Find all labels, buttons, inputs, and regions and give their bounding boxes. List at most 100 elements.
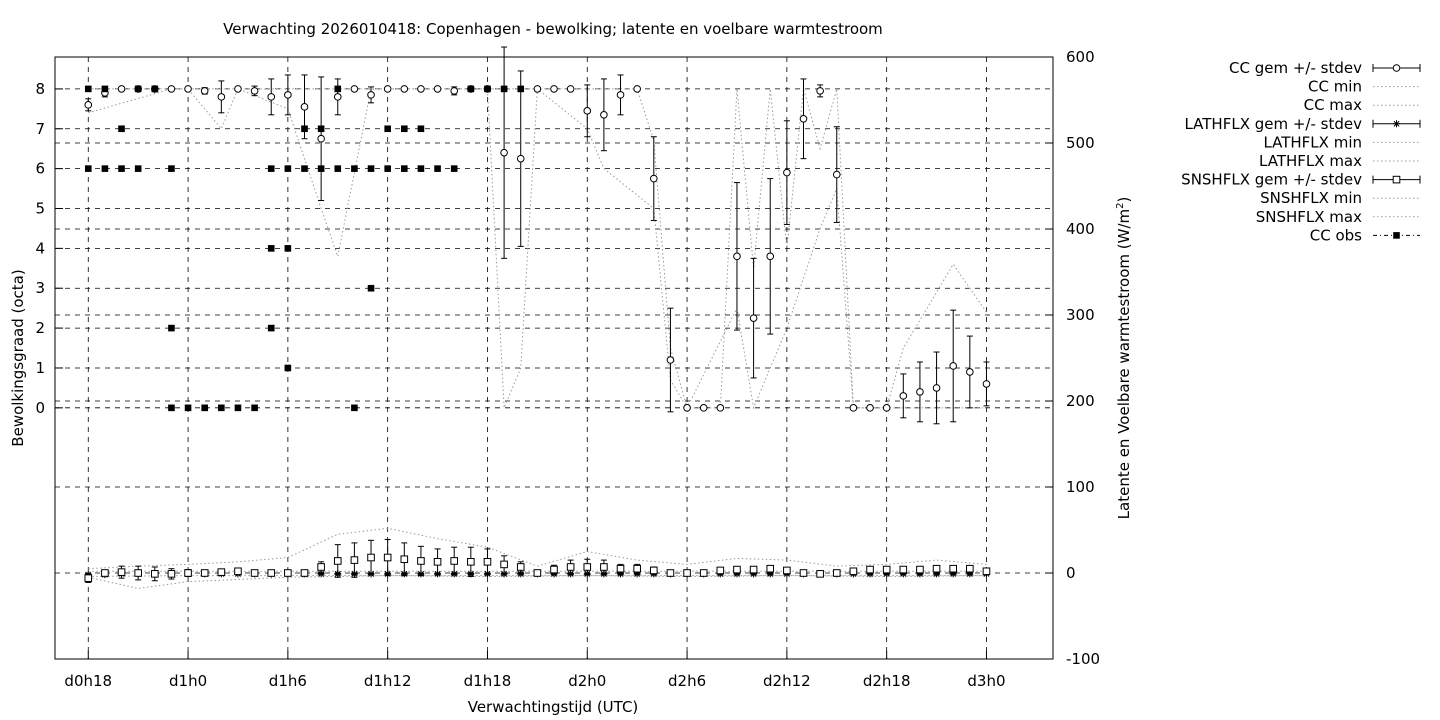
cc-mean-point xyxy=(650,174,658,183)
legend-label: LATHFLX gem +/- stdev xyxy=(1184,115,1362,133)
plot-frame xyxy=(54,56,1054,660)
cc-obs-point xyxy=(84,85,92,93)
cc-obs-point xyxy=(317,165,325,172)
snshflx-mean-point xyxy=(699,569,708,577)
snshflx-mean-point xyxy=(300,569,309,577)
legend-label: LATHFLX max xyxy=(1259,152,1362,170)
legend-label: CC gem +/- stdev xyxy=(1229,59,1362,77)
lathflx-mean-point xyxy=(617,570,625,578)
y-tick-label: 0 xyxy=(35,399,45,417)
y-tick-label: 4 xyxy=(35,239,45,257)
y2-tick-label: -100 xyxy=(1066,650,1100,668)
cc-obs-point xyxy=(267,165,275,172)
cc-mean-point xyxy=(749,314,758,322)
snshflx-mean-point xyxy=(284,569,292,577)
lathflx-mean-point xyxy=(517,570,525,578)
cc-mean-point xyxy=(200,87,209,95)
cc-mean-point xyxy=(849,404,858,412)
legend-marker xyxy=(1393,120,1400,128)
cc-mean-point xyxy=(716,404,725,412)
snshflx-mean-point xyxy=(500,560,508,569)
y-tick-label: 1 xyxy=(35,359,45,377)
snshflx-mean-point xyxy=(982,567,991,576)
y-tick-label: 6 xyxy=(35,160,45,178)
lathflx-mean-point xyxy=(949,570,957,578)
x-tick-label: d2h12 xyxy=(763,672,811,690)
cc-mean-point xyxy=(333,93,342,101)
cc-obs-point xyxy=(151,85,159,93)
cc-mean-point xyxy=(167,85,176,93)
legend-label: CC min xyxy=(1308,78,1362,96)
cc-mean-point xyxy=(932,384,941,392)
cc-obs-point xyxy=(284,364,292,372)
y2-tick-label: 300 xyxy=(1066,306,1095,324)
lathflx-mean-point xyxy=(933,570,941,578)
legend-label: SNSHFLX max xyxy=(1256,208,1362,226)
cc-mean-point xyxy=(783,168,791,177)
snshflx-mean-point xyxy=(783,566,791,575)
y-tick-label: 7 xyxy=(35,120,45,138)
cc-obs-point xyxy=(184,404,192,412)
y2-tick-label: 0 xyxy=(1066,564,1076,582)
x-axis-label: Verwachtingstijd (UTC) xyxy=(468,698,639,716)
legend-marker xyxy=(1392,175,1401,184)
cc-mean-point xyxy=(666,356,675,364)
lathflx-mean-point xyxy=(750,570,758,578)
cc-obs-point xyxy=(284,165,292,172)
snshflx-mean-point xyxy=(433,558,442,566)
cc-obs-point xyxy=(134,165,142,172)
snshflx-mean-point xyxy=(916,565,924,574)
y-tick-label: 8 xyxy=(35,80,45,98)
cc-mean-point xyxy=(799,114,808,123)
snshflx-mean-point xyxy=(367,553,375,562)
y2-tick-label: 500 xyxy=(1066,134,1095,152)
cc-mean-point xyxy=(317,134,325,143)
snshflx-mean-point xyxy=(134,569,142,577)
x-tick-label: d2h6 xyxy=(668,672,706,690)
axis-ticks: 0 1 2 3 4 5 6 7 8 -100 0 100 200 300 400 500 600 d0h18 d1h… xyxy=(35,48,1100,690)
cc-mean-point xyxy=(184,85,192,93)
snshflx-mean-point xyxy=(966,564,974,573)
cc-mean-point xyxy=(683,404,691,412)
cc-obs-point xyxy=(168,324,175,332)
snshflx-max-line xyxy=(88,527,987,570)
cc-obs-point xyxy=(334,85,342,93)
x-tick-label: d2h18 xyxy=(863,672,911,690)
y2-tick-label: 200 xyxy=(1066,392,1095,410)
snshflx-mean-point xyxy=(816,570,824,578)
x-tick-label: d1h0 xyxy=(169,672,207,690)
lathflx-mean-point xyxy=(633,570,641,578)
cc-mean-point xyxy=(250,87,259,95)
cc-obs-point xyxy=(234,404,242,412)
cc-mean-point xyxy=(284,91,292,99)
snshflx-mean-point xyxy=(234,567,242,576)
cc-obs-point xyxy=(267,324,275,332)
cc-mean-point xyxy=(699,404,708,412)
legend-label: CC max xyxy=(1304,96,1363,114)
y-tick-label: 5 xyxy=(35,199,45,217)
legend-label: SNSHFLX min xyxy=(1260,189,1362,207)
x-tick-label: d1h18 xyxy=(464,672,512,690)
snshflx-mean-point xyxy=(350,556,359,564)
cc-mean-point xyxy=(899,392,908,400)
cc-mean-point xyxy=(367,91,375,99)
snshflx-mean-point xyxy=(400,555,409,564)
snshflx-mean-point xyxy=(650,566,658,575)
cc-mean xyxy=(84,46,991,425)
snshflx-mean-point xyxy=(217,568,226,576)
cc-mean-point xyxy=(84,101,93,109)
cc-mean-point xyxy=(583,107,592,115)
snshflx-mean-point xyxy=(600,563,608,571)
snshflx-mean-point xyxy=(683,569,691,577)
snshflx-mean-point xyxy=(533,569,542,577)
snshflx-mean-point xyxy=(516,563,525,571)
snshflx-mean-point xyxy=(932,564,941,573)
cc-mean-point xyxy=(949,362,958,370)
cc-obs-point xyxy=(251,404,258,412)
snshflx-mean-point xyxy=(550,565,558,574)
cc-obs-point xyxy=(367,165,375,172)
cc-obs-point xyxy=(417,125,425,133)
snshflx-mean-point xyxy=(832,569,841,577)
snshflx-mean-point xyxy=(383,553,392,562)
snshflx-mean-point xyxy=(566,563,575,571)
